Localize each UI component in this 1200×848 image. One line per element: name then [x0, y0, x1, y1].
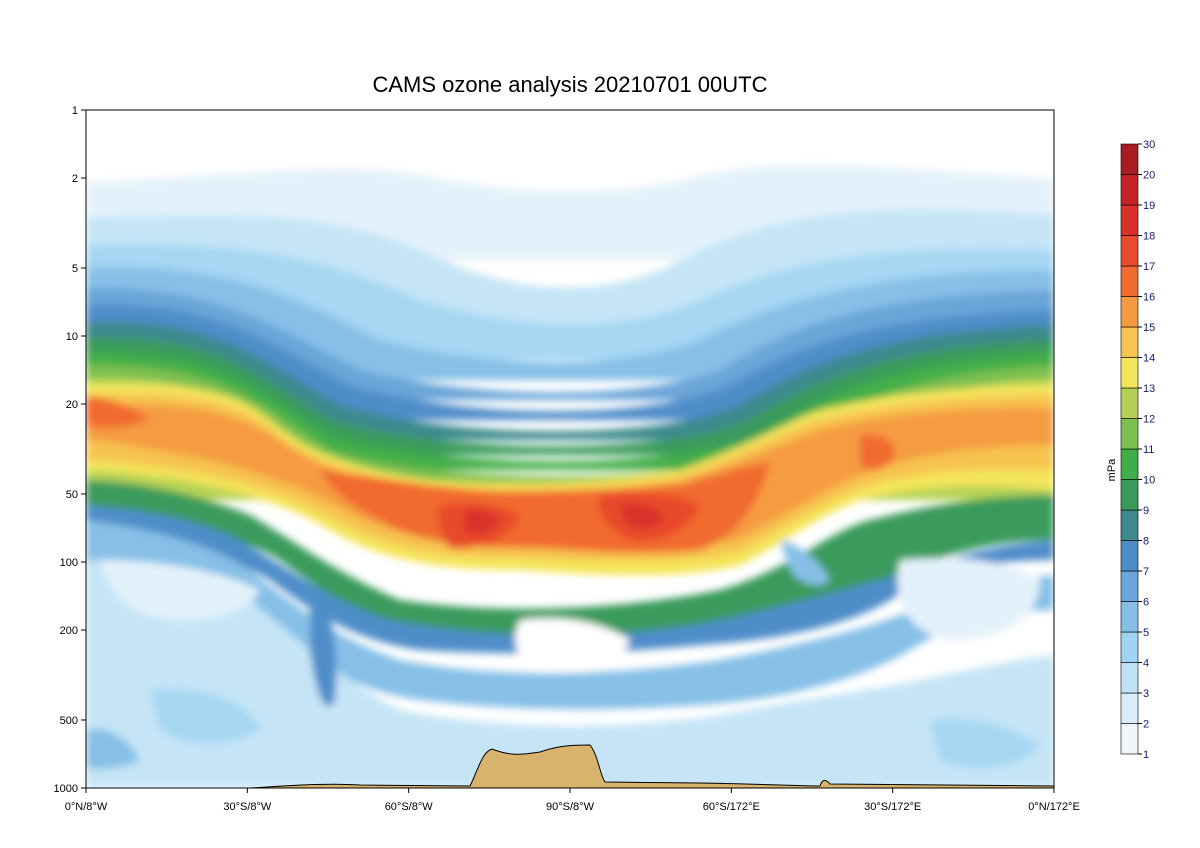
colorbar-tick-label: 5 — [1143, 627, 1149, 639]
contour-field — [86, 110, 1054, 788]
y-axis: 1 2 5 10 20 50 100 200 500 1000 — [54, 105, 86, 795]
x-tick-label: 30°S/172°E — [864, 801, 921, 813]
colorbar-swatch — [1120, 204, 1139, 236]
y-tick-label: 50 — [66, 489, 78, 501]
colorbar-tick-label: 11 — [1143, 444, 1154, 456]
colorbar-swatch — [1120, 448, 1139, 480]
colorbar-tick-label: 18 — [1143, 231, 1155, 243]
colorbar-swatch — [1120, 265, 1139, 297]
y-tick-label: 5 — [72, 263, 78, 275]
colorbar-swatch — [1120, 509, 1139, 541]
x-tick-label: 60°S/8°W — [385, 801, 434, 813]
y-tick-label: 1000 — [54, 783, 78, 795]
x-tick-label: 0°N/172°E — [1028, 801, 1080, 813]
colorbar-swatch — [1120, 723, 1139, 755]
colorbar-tick-label: 7 — [1143, 566, 1149, 578]
colorbar-swatch — [1120, 235, 1139, 267]
colorbar-swatch — [1120, 174, 1139, 206]
orography-terrain — [86, 744, 1054, 788]
colorbar-swatch — [1120, 662, 1139, 694]
colorbar-tick-label: 30 — [1143, 139, 1155, 151]
y-tick-label: 10 — [66, 331, 78, 343]
y-tick-label: 500 — [60, 715, 78, 727]
colorbar-swatch — [1120, 692, 1139, 724]
colorbar-tick-label: 16 — [1143, 292, 1155, 304]
colorbar-swatch — [1120, 479, 1139, 511]
colorbar-tick-label: 3 — [1143, 688, 1149, 700]
y-tick-label: 2 — [72, 173, 78, 185]
x-tick-label: 0°N/8°W — [65, 801, 108, 813]
colorbar-swatch — [1120, 570, 1139, 602]
colorbar-tick-label: 6 — [1143, 597, 1149, 609]
y-tick-label: 1 — [72, 105, 78, 117]
colorbar-swatch — [1120, 418, 1139, 450]
x-tick-label: 90°S/8°W — [546, 801, 595, 813]
colorbar-tick-label: 9 — [1143, 505, 1149, 517]
colorbar-swatch — [1120, 601, 1139, 633]
x-tick-label: 30°S/8°W — [223, 801, 272, 813]
colorbar-tick-label: 12 — [1143, 414, 1155, 426]
y-tick-label: 200 — [60, 625, 78, 637]
chart-title: CAMS ozone analysis 20210701 00UTC — [372, 72, 768, 97]
colorbar-tick-label: 2 — [1143, 719, 1149, 731]
colorbar-tick-label: 19 — [1143, 200, 1155, 212]
colorbar-swatch — [1120, 357, 1139, 389]
colorbar-tick-label: 13 — [1143, 383, 1155, 395]
colorbar-swatch — [1120, 631, 1139, 663]
colorbar-tick-label: 14 — [1143, 353, 1155, 365]
colorbar-tick-label: 4 — [1143, 658, 1149, 670]
colorbar-tick-label: 15 — [1143, 322, 1155, 334]
y-tick-label: 20 — [66, 399, 78, 411]
x-tick-label: 60°S/172°E — [703, 801, 760, 813]
y-tick-label: 100 — [60, 557, 78, 569]
colorbar-swatch — [1120, 143, 1139, 175]
x-axis: 0°N/8°W 30°S/8°W 60°S/8°W 90°S/8°W 60°S/172°… — [65, 788, 1080, 813]
colorbar-tick-label: 20 — [1143, 170, 1155, 182]
colorbar-swatch — [1120, 326, 1139, 358]
colorbar-swatch — [1120, 540, 1139, 572]
colorbar-tick-label: 17 — [1143, 261, 1155, 273]
colorbar-label: mPa — [1106, 458, 1118, 482]
colorbar-tick-label: 1 — [1143, 749, 1149, 761]
colorbar-swatch — [1120, 296, 1139, 328]
colorbar-tick-label: 10 — [1143, 475, 1155, 487]
colorbar-swatch — [1120, 387, 1139, 419]
colorbar-tick-label: 8 — [1143, 536, 1149, 548]
